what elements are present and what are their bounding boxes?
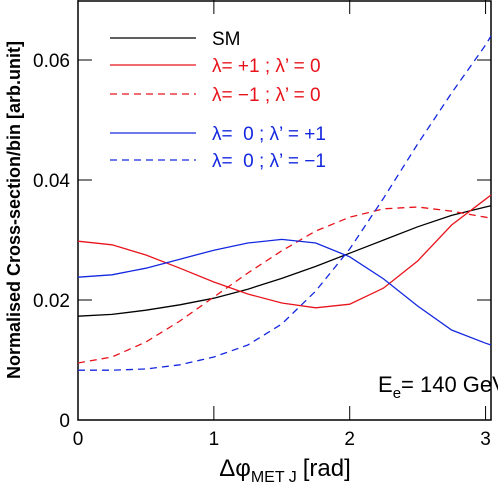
annotation-main: E [378, 372, 393, 397]
annotation-rest: = 140 GeV [401, 372, 498, 397]
legend-label: λ= +1 ; λ’ = 0 [212, 56, 321, 77]
y-tick-label: 0 [59, 411, 70, 432]
series-line [77, 206, 492, 364]
y-tick-label: 0.04 [33, 171, 70, 192]
legend-label: λ= 0 ; λ’ = +1 [212, 124, 326, 145]
y-tick-label: 0.06 [33, 51, 70, 72]
x-axis-label: ΔφMET J [rad] [219, 455, 351, 486]
legend-label: λ= −1 ; λ’ = 0 [212, 85, 321, 106]
series-line [77, 205, 492, 317]
x-tick-label: 0 [73, 429, 84, 450]
annotation-sub: e [393, 385, 401, 402]
x-tick-label: 1 [209, 429, 220, 450]
plot-frame [77, 0, 492, 421]
y-axis-label: Normalised Cross-section/bin [arb.unit] [4, 41, 24, 379]
x-label-unit: [rad] [303, 455, 351, 482]
x-label-sub: MET J [251, 469, 297, 486]
x-label-symbol: Δφ [219, 455, 251, 482]
legend-label: λ= 0 ; λ’ = −1 [212, 151, 326, 172]
x-tick-label: 2 [344, 429, 355, 450]
series-line [77, 194, 492, 309]
series-line [77, 238, 492, 346]
series-line [78, 35, 492, 371]
x-tick-label: 3 [480, 429, 491, 450]
annotation: Ee= 140 GeV [378, 372, 498, 402]
legend-label: SM [212, 29, 241, 50]
y-tick-label: 0.02 [33, 291, 70, 312]
